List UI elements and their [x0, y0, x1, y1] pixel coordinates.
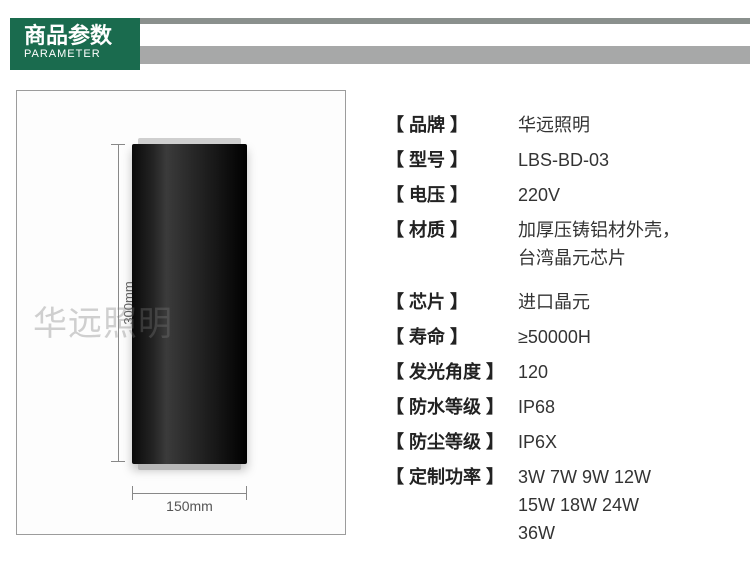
spec-value: 220V [518, 182, 560, 210]
spec-label: 【 材质 】 [386, 217, 518, 273]
spec-row: 【 定制功率 】3W 7W 9W 12W 15W 18W 24W 36W [386, 464, 734, 548]
spec-row: 【 防尘等级 】IP6X [386, 429, 734, 457]
product-image-box: 300mm 150mm 华远照明 [16, 90, 346, 535]
spec-label: 【 寿命 】 [386, 324, 518, 352]
spec-label: 【 防水等级 】 [386, 394, 518, 422]
header-grey-bar [140, 46, 750, 64]
spec-value: 3W 7W 9W 12W 15W 18W 24W 36W [518, 464, 651, 548]
spec-row: 【 电压 】220V [386, 182, 734, 210]
spec-label: 【 防尘等级 】 [386, 429, 518, 457]
spec-row: 【 型号 】LBS-BD-03 [386, 147, 734, 175]
spec-label: 【 品牌 】 [386, 112, 518, 140]
header-title: 商品参数 [24, 24, 126, 48]
spec-label: 【 电压 】 [386, 182, 518, 210]
spec-row: 【 材质 】加厚压铸铝材外壳， 台湾晶元芯片 [386, 217, 734, 273]
dimension-width-label: 150mm [166, 498, 213, 514]
spec-label: 【 芯片 】 [386, 289, 518, 317]
product-lamp-illustration [132, 144, 247, 464]
spec-value: 进口晶元 [518, 289, 590, 317]
header-subtitle: PARAMETER [24, 48, 126, 60]
spec-value: IP6X [518, 429, 557, 457]
spec-row: 【 防水等级 】IP68 [386, 394, 734, 422]
spec-value: LBS-BD-03 [518, 147, 609, 175]
dimension-vertical: 300mm [109, 144, 129, 462]
spec-label: 【 发光角度 】 [386, 359, 518, 387]
main-content: 300mm 150mm 华远照明 【 品牌 】华远照明【 型号 】LBS-BD-… [0, 70, 750, 555]
spec-value: ≥50000H [518, 324, 591, 352]
spec-value: 华远照明 [518, 112, 590, 140]
header-green-block: 商品参数 PARAMETER [10, 18, 140, 70]
spec-value: 加厚压铸铝材外壳， 台湾晶元芯片 [518, 217, 680, 273]
spec-value: IP68 [518, 394, 555, 422]
header-band: 商品参数 PARAMETER [0, 0, 750, 70]
specs-list: 【 品牌 】华远照明【 型号 】LBS-BD-03【 电压 】220V【 材质 … [346, 90, 734, 555]
spec-value: 120 [518, 359, 548, 387]
spec-label: 【 定制功率 】 [386, 464, 518, 548]
spec-row: 【 发光角度 】120 [386, 359, 734, 387]
spec-row: 【 芯片 】进口晶元 [386, 289, 734, 317]
dimension-horizontal: 150mm [132, 484, 247, 504]
spec-row: 【 品牌 】华远照明 [386, 112, 734, 140]
spec-row: 【 寿命 】≥50000H [386, 324, 734, 352]
spec-label: 【 型号 】 [386, 147, 518, 175]
